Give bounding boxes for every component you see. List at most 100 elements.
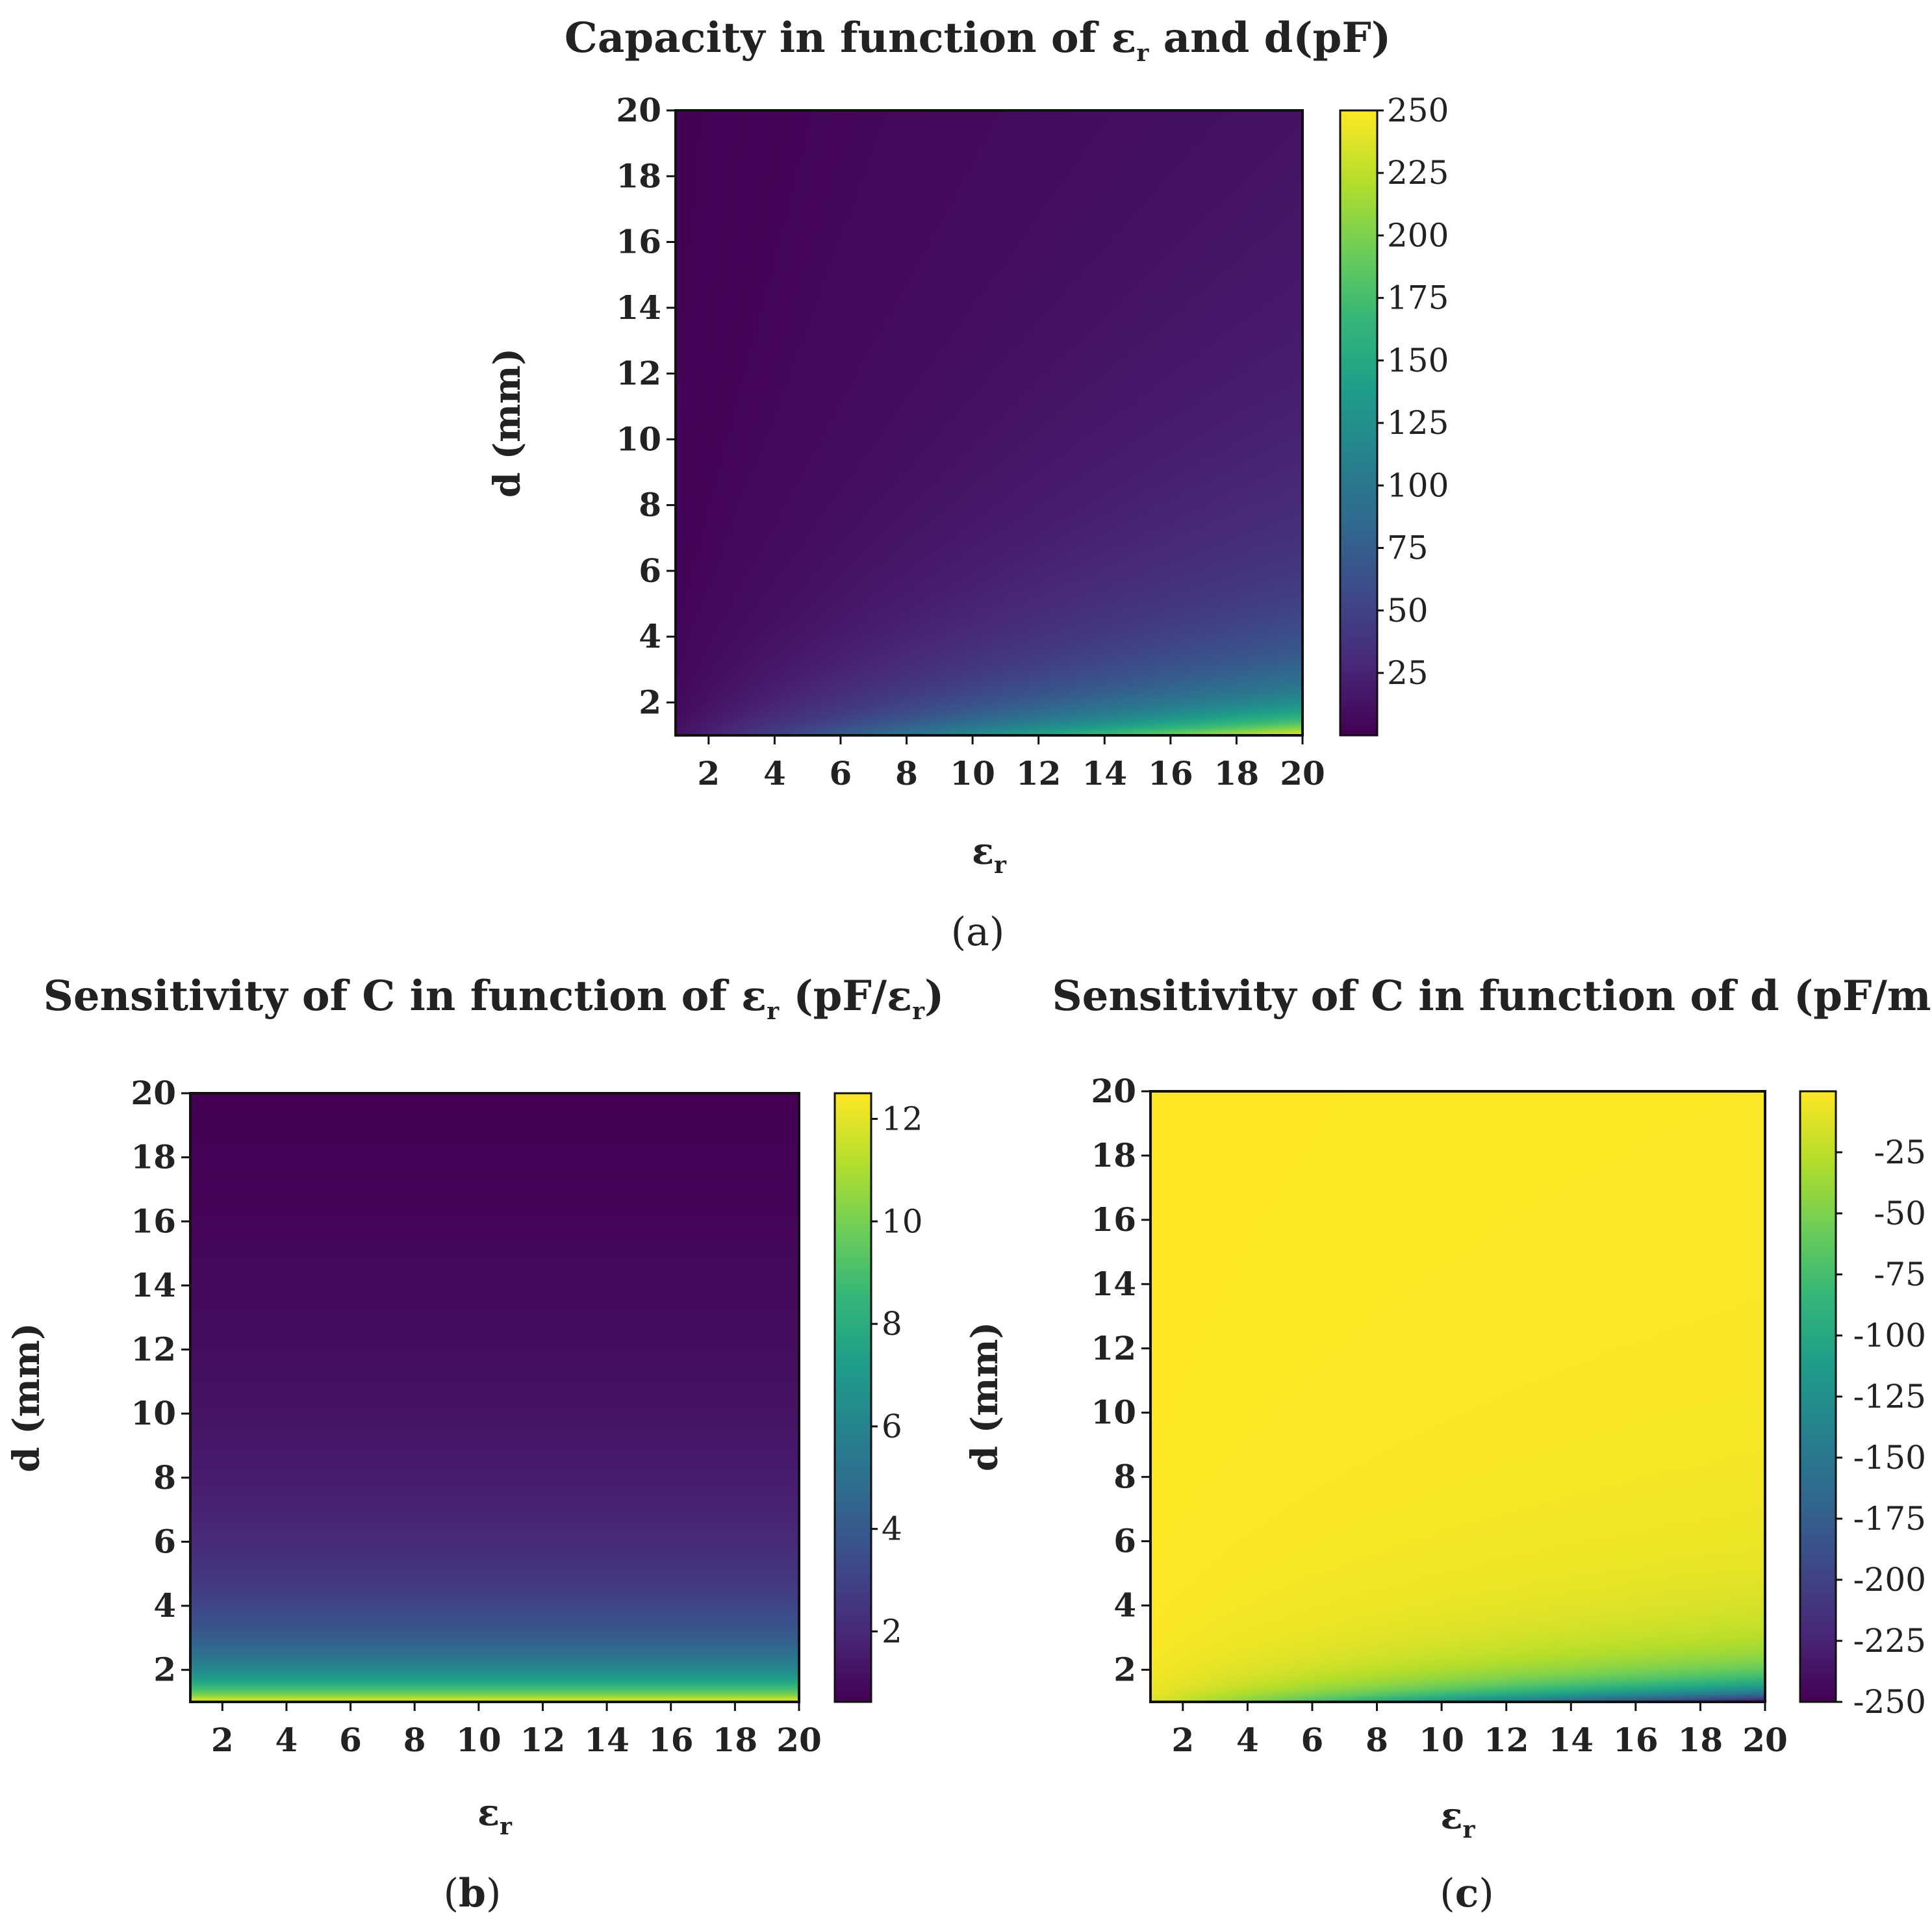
plot-frame-b — [189, 1092, 800, 1703]
colorbar-tick-label: -50 — [1874, 1195, 1926, 1232]
x-tick-label: 14 — [584, 1721, 629, 1759]
y-tick-label: 10 — [616, 420, 661, 458]
y-tick-label: 14 — [1091, 1265, 1136, 1303]
heatmap-b — [190, 1093, 799, 1702]
chart-title-a-part: and d(pF) — [1149, 14, 1391, 62]
x-axis-label-subscript: r — [500, 1813, 513, 1840]
y-axis-label-c: d (mm) — [963, 1322, 1006, 1471]
y-tick-label: 4 — [1113, 1586, 1136, 1625]
colorbar-tick-label: 12 — [882, 1100, 923, 1137]
panel-label-letter: c — [1455, 1871, 1479, 1916]
colorbar-tick-label: -25 — [1874, 1134, 1926, 1171]
colorbar-tick-label: 75 — [1387, 529, 1429, 567]
panel-label-b: (b) — [444, 1871, 502, 1916]
x-tick-label: 6 — [830, 754, 852, 792]
plot-frame-c — [1149, 1090, 1766, 1703]
colorbar-tick-label: 175 — [1387, 279, 1449, 317]
x-tick-label: 2 — [1171, 1721, 1194, 1759]
x-axis-label-c: εr — [1440, 1795, 1475, 1844]
x-tick-label: 6 — [339, 1721, 362, 1759]
x-tick-label: 8 — [403, 1721, 426, 1759]
x-tick-label: 10 — [950, 754, 995, 792]
y-tick-label: 20 — [1091, 1072, 1136, 1110]
chart-title-c: Sensitivity of C in function of d (pF/mm… — [1052, 972, 1932, 1020]
x-tick-label: 16 — [1148, 754, 1193, 792]
y-tick-label: 14 — [131, 1266, 176, 1304]
colorbar-tick-label: -100 — [1853, 1317, 1926, 1354]
colorbar-a — [1340, 110, 1377, 735]
x-tick-label: 4 — [275, 1721, 298, 1759]
colorbar-c — [1800, 1091, 1836, 1702]
x-tick-label: 20 — [776, 1721, 822, 1759]
x-tick-label: 14 — [1082, 754, 1127, 792]
panel-label-c: (c) — [1440, 1871, 1493, 1916]
y-tick-label: 4 — [153, 1586, 176, 1625]
panel-label-letter: b — [459, 1871, 486, 1916]
colorbar-tick-label: -150 — [1853, 1439, 1926, 1476]
x-tick-label: 20 — [1742, 1721, 1788, 1759]
colorbar-tick-label: 125 — [1387, 404, 1449, 442]
x-tick-label: 10 — [456, 1721, 502, 1759]
y-tick-label: 18 — [616, 157, 661, 195]
panel-c: Sensitivity of C in function of d (pF/mm… — [963, 972, 1932, 1916]
y-tick-label: 2 — [153, 1651, 176, 1689]
colorbar-tick-label: 2 — [882, 1613, 902, 1651]
y-tick-label: 6 — [639, 551, 661, 590]
colorbar-tick-label: 200 — [1387, 216, 1449, 254]
x-axis-label-part: ε — [477, 1792, 500, 1834]
y-axis-label-b: d (mm) — [5, 1323, 48, 1472]
x-tick-label: 16 — [1613, 1721, 1659, 1759]
x-tick-label: 8 — [895, 754, 918, 792]
x-axis-label-subscript: r — [994, 852, 1007, 879]
panel-label-paren: ( — [444, 1871, 459, 1916]
panel-a: Capacity in function of εr and d(pF)2 4 6 8… — [486, 14, 1449, 955]
x-tick-label: 16 — [648, 1721, 694, 1759]
x-tick-label: 2 — [697, 754, 720, 792]
x-tick-label: 12 — [1016, 754, 1061, 792]
panel-b: Sensitivity of C in function of εr (pF/ε… — [5, 972, 944, 1916]
colorbar-tick-label: -175 — [1853, 1500, 1926, 1538]
x-tick-label: 6 — [1301, 1721, 1324, 1759]
heatmap-a — [676, 110, 1303, 735]
chart-title-b-subscript: r — [767, 998, 780, 1025]
y-tick-label: 18 — [1091, 1136, 1136, 1174]
y-tick-label: 6 — [1113, 1522, 1136, 1560]
chart-title-a-part: Capacity in function of ε — [565, 14, 1136, 62]
chart-title-c-part: Sensitivity of C in function of d (pF/mm… — [1052, 972, 1932, 1020]
colorbar-tick-label: -200 — [1853, 1561, 1926, 1599]
colorbar-tick-label: 50 — [1387, 592, 1429, 629]
panel-label-paren: ) — [1479, 1871, 1493, 1916]
x-tick-label: 20 — [1280, 754, 1325, 792]
y-tick-label: 20 — [131, 1074, 176, 1112]
y-axis-label-a: d (mm) — [486, 348, 529, 498]
x-tick-label: 18 — [713, 1721, 758, 1759]
y-tick-label: 8 — [639, 486, 661, 524]
y-tick-label: 12 — [616, 354, 661, 392]
chart-title-a-subscript: r — [1136, 40, 1149, 67]
y-tick-label: 16 — [616, 223, 661, 261]
x-tick-label: 12 — [520, 1721, 566, 1759]
colorbar-frame-b — [833, 1092, 872, 1703]
chart-title-a: Capacity in function of εr and d(pF) — [565, 14, 1391, 67]
colorbar-tick-label: 25 — [1387, 654, 1429, 692]
x-axis-label-subscript: r — [1463, 1816, 1476, 1844]
y-tick-label: 8 — [153, 1458, 176, 1497]
colorbar-tick-label: 4 — [882, 1510, 902, 1548]
x-tick-label: 4 — [763, 754, 786, 792]
x-tick-label: 12 — [1484, 1721, 1529, 1759]
x-tick-label: 4 — [1236, 1721, 1259, 1759]
colorbar-tick-label: 10 — [882, 1202, 923, 1240]
y-tick-label: 16 — [1091, 1200, 1136, 1239]
y-tick-label: 8 — [1113, 1458, 1136, 1496]
y-tick-label: 6 — [153, 1522, 176, 1560]
heatmap-c — [1150, 1091, 1765, 1702]
plot-frame-a — [674, 109, 1304, 737]
y-tick-label: 4 — [639, 617, 661, 655]
colorbar-tick-label: -75 — [1874, 1256, 1926, 1293]
chart-title-b-subscript: r — [912, 998, 925, 1025]
y-tick-label: 14 — [616, 288, 661, 327]
chart-title-b: Sensitivity of C in function of εr (pF/ε… — [44, 972, 945, 1025]
x-axis-label-part: ε — [1440, 1795, 1462, 1838]
y-tick-label: 2 — [639, 683, 661, 721]
